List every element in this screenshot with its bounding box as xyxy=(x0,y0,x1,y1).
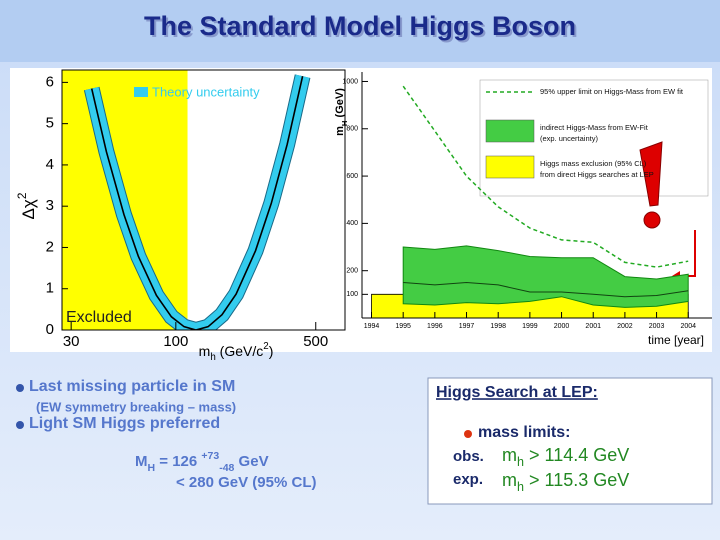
note: Last missing particle in SM xyxy=(29,378,235,395)
x-tick-label: 1995 xyxy=(395,323,411,330)
legend-label: Higgs mass exclusion (95% CL) xyxy=(540,159,647,168)
x-tick-label: 2000 xyxy=(554,323,570,330)
lep-box xyxy=(427,377,713,505)
excluded-label: Excluded xyxy=(66,309,132,326)
note: (EW symmetry breaking – mass) xyxy=(36,399,236,414)
fit-result-part: = 126 xyxy=(155,453,201,470)
fit-result: MH = 126 +73-48 GeV xyxy=(135,450,269,474)
x-axis-label-part: m xyxy=(199,343,211,359)
x-tick-label: 100 xyxy=(163,333,188,350)
y-axis-label-part: H xyxy=(340,120,349,126)
central-line xyxy=(403,281,689,298)
x-axis-label-part: 2 xyxy=(263,341,268,352)
title: The Standard Model Higgs Boson xyxy=(144,11,576,41)
y-tick-label: 200 xyxy=(346,268,358,275)
legend-note: from direct Higgs searches at LEP xyxy=(540,170,654,179)
limit-line xyxy=(402,85,689,268)
obs-value-part: h xyxy=(517,455,524,469)
y-tick-label: 6 xyxy=(46,73,54,90)
legend-label: 95% upper limit on Higgs-Mass from EW fi… xyxy=(540,87,684,96)
x-tick-label: 2004 xyxy=(680,323,696,330)
x-tick-label: 1997 xyxy=(459,323,475,330)
y-tick-label: 5 xyxy=(46,115,54,132)
bullet-icon xyxy=(464,430,472,438)
lep-heading: Higgs Search at LEP: xyxy=(436,384,598,401)
legend-swatch xyxy=(485,119,535,143)
fit-result-part: H xyxy=(148,462,156,474)
y-axis-label-part: (GeV) xyxy=(334,88,346,121)
x-axis-label-part: (GeV/c xyxy=(216,343,263,359)
lep-bullet: mass limits: xyxy=(478,424,570,441)
legend-swatch xyxy=(485,155,535,179)
x-axis-label: time [year] xyxy=(648,333,704,347)
uncertainty-band xyxy=(402,245,689,308)
x-tick-label: 1998 xyxy=(490,323,506,330)
y-tick-label: 600 xyxy=(346,173,358,180)
plot xyxy=(83,74,311,330)
y-axis-label-part: 2 xyxy=(15,192,29,199)
obs-value: mh > 114.4 GeV xyxy=(502,445,629,470)
x-axis-label-part: ) xyxy=(269,343,274,359)
y-tick-label: 4 xyxy=(46,156,54,173)
exp-value: mh > 115.3 GeV xyxy=(502,470,629,495)
exp-label: exp. xyxy=(453,471,483,488)
y-tick-label: 1 xyxy=(46,280,54,297)
x-tick-label: 500 xyxy=(303,333,328,350)
note: < 280 GeV (95% CL) xyxy=(176,474,316,491)
y-tick-label: 0 xyxy=(46,321,54,338)
x-axis-label-part: h xyxy=(210,352,215,363)
x-tick-label: 2002 xyxy=(617,323,633,330)
y-tick-label: 400 xyxy=(346,220,358,227)
fit-result-part: GeV xyxy=(234,453,268,470)
y-tick-label: 800 xyxy=(346,126,358,133)
legend-label: indirect Higgs-Mass from EW-Fit xyxy=(540,123,649,132)
frame xyxy=(61,69,346,331)
obs-value-part: m xyxy=(502,445,517,465)
y-tick-label: 100 xyxy=(346,291,358,298)
fit-result-part: -48 xyxy=(219,462,234,474)
y-tick-label: 2 xyxy=(46,238,54,255)
bullet-icon xyxy=(16,384,24,392)
bullet-icon xyxy=(16,421,24,429)
fit-result-part: M xyxy=(135,453,148,470)
obs-label: obs. xyxy=(453,448,484,465)
fit-result-part: +73 xyxy=(201,450,219,462)
x-tick-label: 30 xyxy=(63,333,80,350)
legend-note: (exp. uncertainty) xyxy=(540,134,598,143)
note: Light SM Higgs preferred xyxy=(29,415,220,432)
y-axis-label-part: Δχ xyxy=(19,199,38,219)
y-tick-label: 1000 xyxy=(342,78,358,85)
y-axis-label-part: m xyxy=(334,126,346,136)
y-axis-label: mH (GeV) xyxy=(334,88,349,136)
x-tick-label: 2001 xyxy=(585,323,601,330)
title-shadow: The Standard Model Higgs Boson xyxy=(146,13,578,43)
x-tick-label: 2003 xyxy=(649,323,665,330)
exp-value-part: > 115.3 GeV xyxy=(524,470,629,490)
exclamation-dot xyxy=(643,211,661,229)
y-tick-label: 3 xyxy=(46,197,54,214)
x-tick-label: 1994 xyxy=(364,323,380,330)
title-bar xyxy=(0,0,720,62)
legend-label: Theory uncertainty xyxy=(152,84,260,99)
curve xyxy=(90,76,304,330)
x-tick-label: 1999 xyxy=(522,323,538,330)
y-axis-label: Δχ2 xyxy=(15,192,38,219)
exp-value-part: h xyxy=(517,480,524,494)
exclamation xyxy=(639,141,663,207)
x-tick-label: 1996 xyxy=(427,323,443,330)
legend-swatch xyxy=(134,87,148,97)
x-axis-label: mh (GeV/c2) xyxy=(199,341,274,363)
obs-value-part: > 114.4 GeV xyxy=(524,445,629,465)
exp-value-part: m xyxy=(502,470,517,490)
